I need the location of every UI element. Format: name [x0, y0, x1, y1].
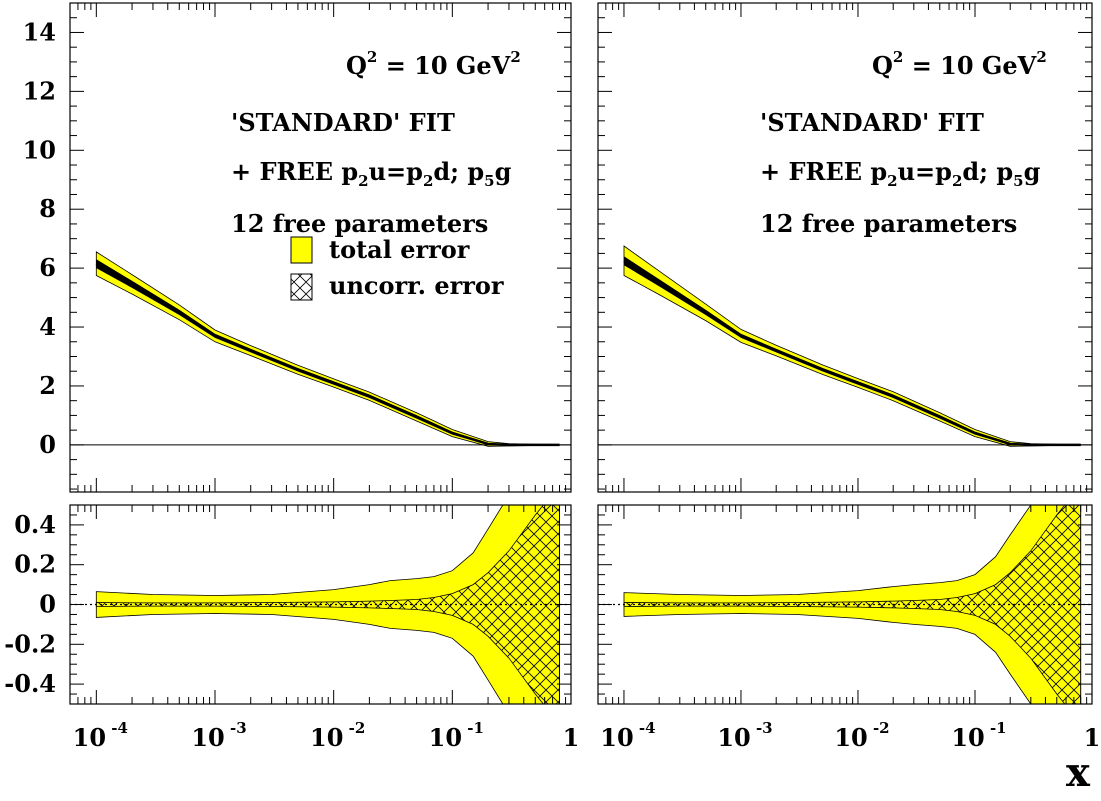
y-tick-label: 6 — [39, 253, 56, 282]
y-tick-label: 4 — [39, 312, 56, 341]
y-tick-label: -0.2 — [4, 629, 56, 658]
legend-total-error-swatch — [290, 236, 313, 264]
x-tick-label: 10 -4 — [600, 719, 655, 752]
fit-annotation-right: 'STANDARD' FIT — [760, 108, 984, 137]
legend-uncorr-error-label: uncorr. error — [329, 271, 504, 300]
x-tick-label: 10 -2 — [834, 719, 889, 752]
x-tick-label: 10 -4 — [73, 719, 128, 752]
nparams-annotation-right: 12 free parameters — [760, 209, 1017, 238]
q2-annotation-right: Q2 = 10 GeV2 — [872, 48, 1047, 80]
y-tick-label: 0.2 — [14, 550, 56, 579]
total-error-band — [623, 245, 1082, 447]
legend-total-error-label: total error — [329, 235, 470, 264]
uncorr-error-band — [624, 256, 1081, 446]
x-tick-label: 1 — [563, 723, 580, 752]
frame-top-right — [597, 2, 1093, 493]
bands-top-right — [598, 245, 1092, 447]
ticks-bottom-right — [597, 504, 1093, 705]
bands-bottom-right — [598, 505, 1092, 704]
y-tick-label: 0 — [39, 430, 56, 459]
nparams-annotation-left: 12 free parameters — [231, 209, 488, 238]
x-tick-label: 10 -1 — [951, 719, 1006, 752]
ticks-bottom-left — [69, 504, 572, 705]
x-tick-label: 10 -1 — [429, 719, 484, 752]
y-tick-label: 12 — [23, 76, 56, 105]
y-tick-label: 14 — [23, 17, 56, 46]
x-tick-label: 10 -3 — [717, 719, 772, 752]
bands-bottom-left — [70, 505, 571, 704]
x-tick-label: 1 — [1084, 723, 1101, 752]
y-tick-label: 8 — [39, 194, 56, 223]
free-annotation-right: + FREE p2u=p2d; p5g — [760, 157, 1041, 190]
axis-labels: 0 2 4 6 8 10 12 14 -0.4 -0.2 0 0.2 0.4 10 -4 10 -3 10 -… — [4, 17, 1100, 752]
uncorr-error-band — [623, 505, 1082, 704]
y-tick-label: 2 — [39, 371, 56, 400]
panel-bottom-right — [597, 504, 1093, 705]
ticks-top-right — [597, 2, 1093, 492]
x-axis-title: x — [1066, 749, 1091, 796]
fit-annotation-left: 'STANDARD' FIT — [231, 108, 455, 137]
frame-top-left — [69, 2, 572, 493]
ticks-top-left — [69, 2, 572, 492]
y-tick-label: 0.4 — [14, 510, 56, 539]
annotation-block-right: Q2 = 10 GeV2 'STANDARD' FIT + FREE p2u=p… — [760, 48, 1047, 238]
x-tick-label: 10 -2 — [310, 719, 365, 752]
panel-top-left: Q2 = 10 GeV2 'STANDARD' FIT + FREE p2u=p… — [69, 2, 572, 493]
central-fit-line — [623, 259, 1081, 447]
legend-uncorr-error-swatch — [290, 273, 313, 301]
y-tick-label: 10 — [23, 135, 56, 164]
annotation-block-left: Q2 = 10 GeV2 'STANDARD' FIT + FREE p2u=p… — [231, 48, 521, 238]
panel-top-right: Q2 = 10 GeV2 'STANDARD' FIT + FREE p2u=p… — [597, 2, 1093, 493]
x-tick-label: 10 -3 — [191, 719, 246, 752]
uncorr-error-band — [95, 505, 560, 704]
legend: total error uncorr. error — [290, 235, 504, 301]
free-annotation-left: + FREE p2u=p2d; p5g — [231, 157, 512, 190]
q2-annotation-left: Q2 = 10 GeV2 — [346, 48, 521, 80]
y-tick-label: 0 — [39, 590, 56, 619]
y-tick-label: -0.4 — [4, 669, 56, 698]
panel-bottom-left — [69, 504, 572, 705]
